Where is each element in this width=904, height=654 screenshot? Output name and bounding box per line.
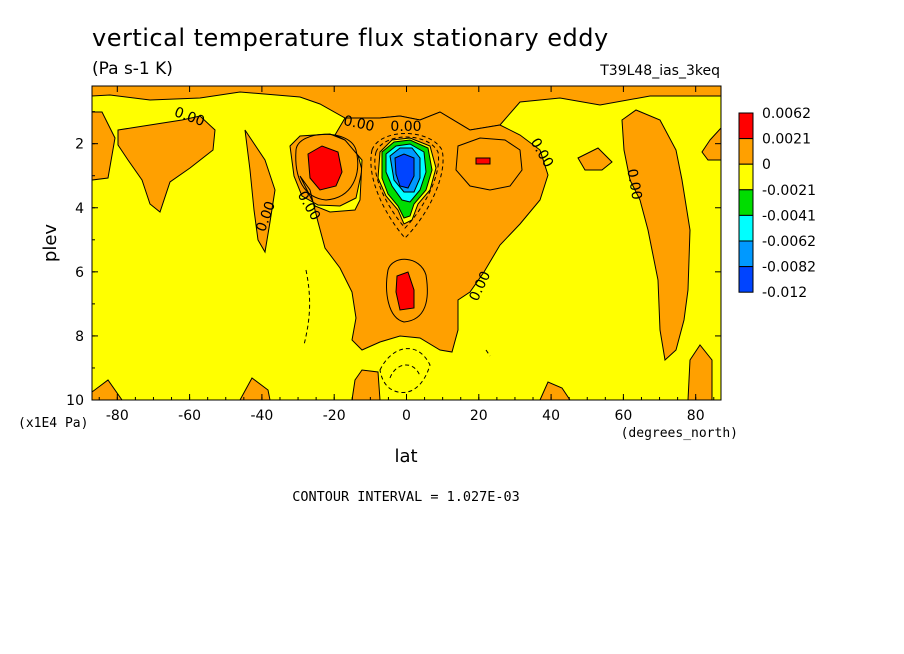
contour-interval-note: CONTOUR INTERVAL = 1.027E-03	[292, 489, 520, 505]
fill-neg-core	[394, 153, 415, 189]
legend-swatch	[738, 266, 754, 293]
dashed-contour-inner	[374, 136, 440, 229]
y-tick-label: 10	[66, 393, 84, 409]
y-tick-label: 4	[75, 201, 84, 217]
legend-swatch	[738, 214, 754, 242]
legend-level-label: -0.0062	[762, 234, 816, 250]
dashed-contour-bottom-inner	[389, 364, 421, 379]
solid-contour-lower-core	[386, 258, 428, 323]
y-tick-label: 8	[75, 329, 84, 345]
legend-swatch	[738, 138, 754, 165]
x-tick-label: -60	[178, 408, 201, 424]
legend-level-label: -0.0082	[762, 260, 816, 276]
x-tick-label: 60	[614, 408, 632, 424]
y-axis-label: plev	[40, 224, 61, 263]
x-units: (degrees_north)	[621, 426, 738, 441]
fill-red-nh20	[475, 157, 491, 165]
x-tick-label: -40	[250, 408, 273, 424]
dashed-contour-nh20-tick	[485, 349, 491, 357]
fill-sh-tongue	[117, 115, 216, 213]
x-axis-label: lat	[394, 446, 417, 467]
fill-minus40-column	[244, 129, 276, 254]
color-legend: 0.0062 0.0021 0 -0.0021 -0.0041 -0.0062 -0.008…	[738, 106, 816, 301]
chart-units: (Pa s-1 K)	[92, 59, 173, 79]
legend-level-label: 0.0021	[762, 132, 811, 148]
legend-swatch	[738, 240, 754, 268]
x-tick-label: -20	[323, 408, 346, 424]
dashed-contour-outer	[370, 133, 444, 239]
fill-right-edge	[701, 126, 722, 161]
y-units: (x1E4 Pa)	[18, 416, 88, 431]
x-tick-label: 20	[470, 408, 488, 424]
fill-nh60-column	[621, 109, 691, 361]
contour-fills	[91, 85, 722, 401]
y-tick-label: 2	[75, 137, 84, 153]
legend-level-label: 0	[762, 157, 771, 173]
legend-swatch	[738, 163, 754, 191]
legend-level-label: -0.0041	[762, 208, 816, 224]
legend-swatch	[738, 112, 754, 140]
contour-label: 0.00	[342, 113, 376, 135]
fill-red-lower-core	[395, 271, 415, 311]
fill-bottom-minus10	[351, 369, 381, 401]
run-label: T39L48_ias_3keq	[599, 63, 720, 79]
x-tick-label: -80	[106, 408, 129, 424]
x-tick-label: 0	[402, 408, 411, 424]
fill-nh40-blob	[577, 147, 613, 171]
x-axis: -80 -60 -40 -20 0 20 40 60 80	[98, 86, 715, 424]
dashed-contour-bottom	[379, 348, 431, 394]
legend-level-label: 0.0062	[762, 106, 811, 122]
legend-level-label: -0.0021	[762, 183, 816, 199]
x-tick-label: 40	[542, 408, 560, 424]
contour-label: 0.00	[390, 119, 421, 135]
contour-lines	[295, 133, 491, 394]
x-tick-label: 80	[687, 408, 705, 424]
chart-title: vertical temperature flux stationary edd…	[92, 24, 609, 52]
solid-contour-minus20	[295, 133, 359, 201]
fill-red-minus20	[307, 145, 343, 191]
legend-level-label: -0.012	[762, 285, 807, 301]
dashed-contour-minus30	[303, 269, 311, 346]
y-tick-label: 6	[75, 265, 84, 281]
plot-area: 0.00 0.000.000.000.000.000.000.00	[91, 85, 722, 401]
contour-label: 0.00	[623, 168, 644, 201]
legend-swatch	[738, 189, 754, 216]
y-axis: 2 4 6 8 10	[66, 111, 721, 409]
fill-right-bottom	[687, 344, 713, 401]
